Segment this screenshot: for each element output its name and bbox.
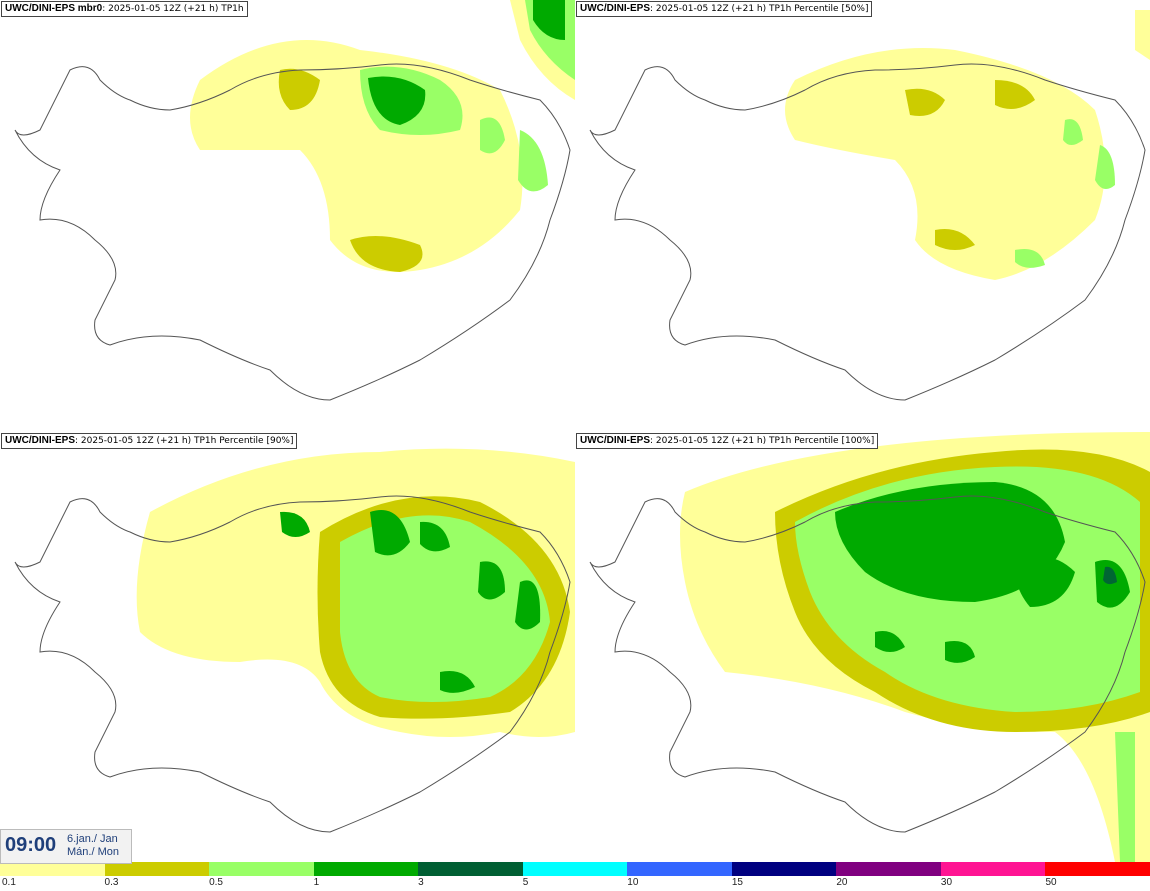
legend-swatch bbox=[313, 862, 420, 876]
legend-swatch bbox=[209, 862, 315, 876]
legend-tick-label: 5 bbox=[522, 877, 529, 888]
legend-swatch bbox=[627, 862, 733, 876]
panel-title: UWC/DINI-EPS: 2025-01-05 12Z (+21 h) TP1… bbox=[1, 433, 298, 449]
precip-map bbox=[14, 448, 575, 833]
legend-tick-label: 0.3 bbox=[104, 877, 119, 888]
legend-tick-label: 3 bbox=[418, 877, 424, 888]
legend-tick-label: 10 bbox=[627, 877, 639, 888]
legend-tick-label: 0.5 bbox=[209, 877, 223, 888]
map-panel-p90: UWC/DINI-EPS: 2025-01-05 12Z (+21 h) TP1… bbox=[0, 432, 575, 862]
precip-map bbox=[589, 432, 1150, 862]
legend-swatch bbox=[0, 862, 106, 876]
precip-field bbox=[785, 10, 1150, 280]
precip-map bbox=[14, 0, 575, 401]
legend-swatch bbox=[836, 862, 942, 876]
legend-tick-label: 50 bbox=[1045, 877, 1057, 888]
map-panel-mbr0: UWC/DINI-EPS mbr0: 2025-01-05 12Z (+21 h… bbox=[0, 0, 575, 430]
iceland-coastline bbox=[589, 495, 1146, 833]
map-panel-p100: UWC/DINI-EPS: 2025-01-05 12Z (+21 h) TP1… bbox=[575, 432, 1150, 862]
legend-tick-label: 15 bbox=[731, 877, 743, 888]
map-panel-p50: UWC/DINI-EPS: 2025-01-05 12Z (+21 h) TP1… bbox=[575, 0, 1150, 430]
precip-field bbox=[190, 0, 575, 272]
legend-swatch bbox=[731, 862, 838, 876]
legend-swatch bbox=[104, 862, 211, 876]
legend-tick-label: 30 bbox=[940, 877, 953, 888]
valid-day-line2: Mán./ Mon bbox=[67, 846, 119, 858]
valid-time-box: 09:00 6.jan./ Jan Mán./ Mon bbox=[0, 829, 132, 864]
panel-title: UWC/DINI-EPS mbr0: 2025-01-05 12Z (+21 h… bbox=[1, 1, 248, 17]
precip-map bbox=[589, 10, 1150, 401]
valid-time-clock: 09:00 bbox=[5, 834, 57, 856]
iceland-coastline bbox=[14, 63, 571, 401]
legend-tick-label: 20 bbox=[836, 877, 848, 888]
color-legend: 0.1 0.3 0.5 1 3 5 10 15 20 30 50 bbox=[0, 862, 1150, 891]
legend-swatch bbox=[940, 862, 1047, 876]
legend-tick-label: 0.1 bbox=[2, 877, 16, 888]
legend-swatch bbox=[1045, 862, 1150, 876]
legend-tick-label: 1 bbox=[313, 877, 320, 888]
valid-time-day: 6.jan./ Jan Mán./ Mon bbox=[67, 833, 119, 859]
precip-field bbox=[680, 432, 1150, 862]
valid-day-line1: 6.jan./ Jan bbox=[67, 833, 118, 845]
precip-field bbox=[136, 448, 575, 737]
iceland-coastline bbox=[14, 495, 571, 833]
legend-swatch bbox=[522, 862, 629, 876]
iceland-coastline bbox=[589, 63, 1146, 401]
panel-title: UWC/DINI-EPS: 2025-01-05 12Z (+21 h) TP1… bbox=[576, 1, 873, 17]
panel-title: UWC/DINI-EPS: 2025-01-05 12Z (+21 h) TP1… bbox=[576, 433, 879, 449]
legend-swatch bbox=[418, 862, 524, 876]
